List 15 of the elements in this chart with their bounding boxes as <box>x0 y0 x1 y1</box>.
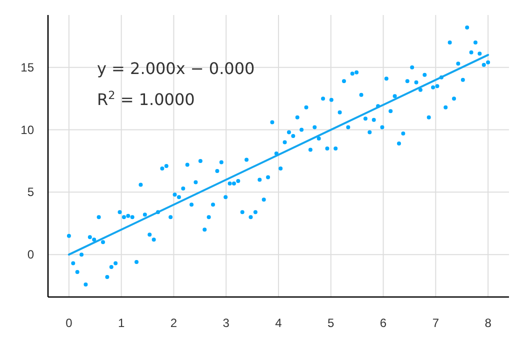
annotation: y = 2.000x − 0.000 <box>97 59 255 78</box>
x-tick-label: 6 <box>380 316 387 330</box>
annotation: R$^{2}$ = 1.0000 <box>97 88 195 109</box>
x-tick-label: 4 <box>275 316 282 330</box>
y-tick-label: 5 <box>27 185 34 200</box>
x-tick-label: 1 <box>118 316 125 330</box>
y-tick-label: 0 <box>27 248 34 262</box>
y-tick-label: 15 <box>20 60 34 74</box>
y-tick-label: 10 <box>20 122 34 137</box>
x-tick-label: 5 <box>328 316 335 330</box>
x-tick-label: 7 <box>432 316 440 330</box>
x-tick-label: 8 <box>484 316 492 330</box>
x-tick-label: 3 <box>222 316 230 330</box>
x-tick-label: 0 <box>66 316 73 330</box>
x-tick-label: 2 <box>170 316 178 330</box>
